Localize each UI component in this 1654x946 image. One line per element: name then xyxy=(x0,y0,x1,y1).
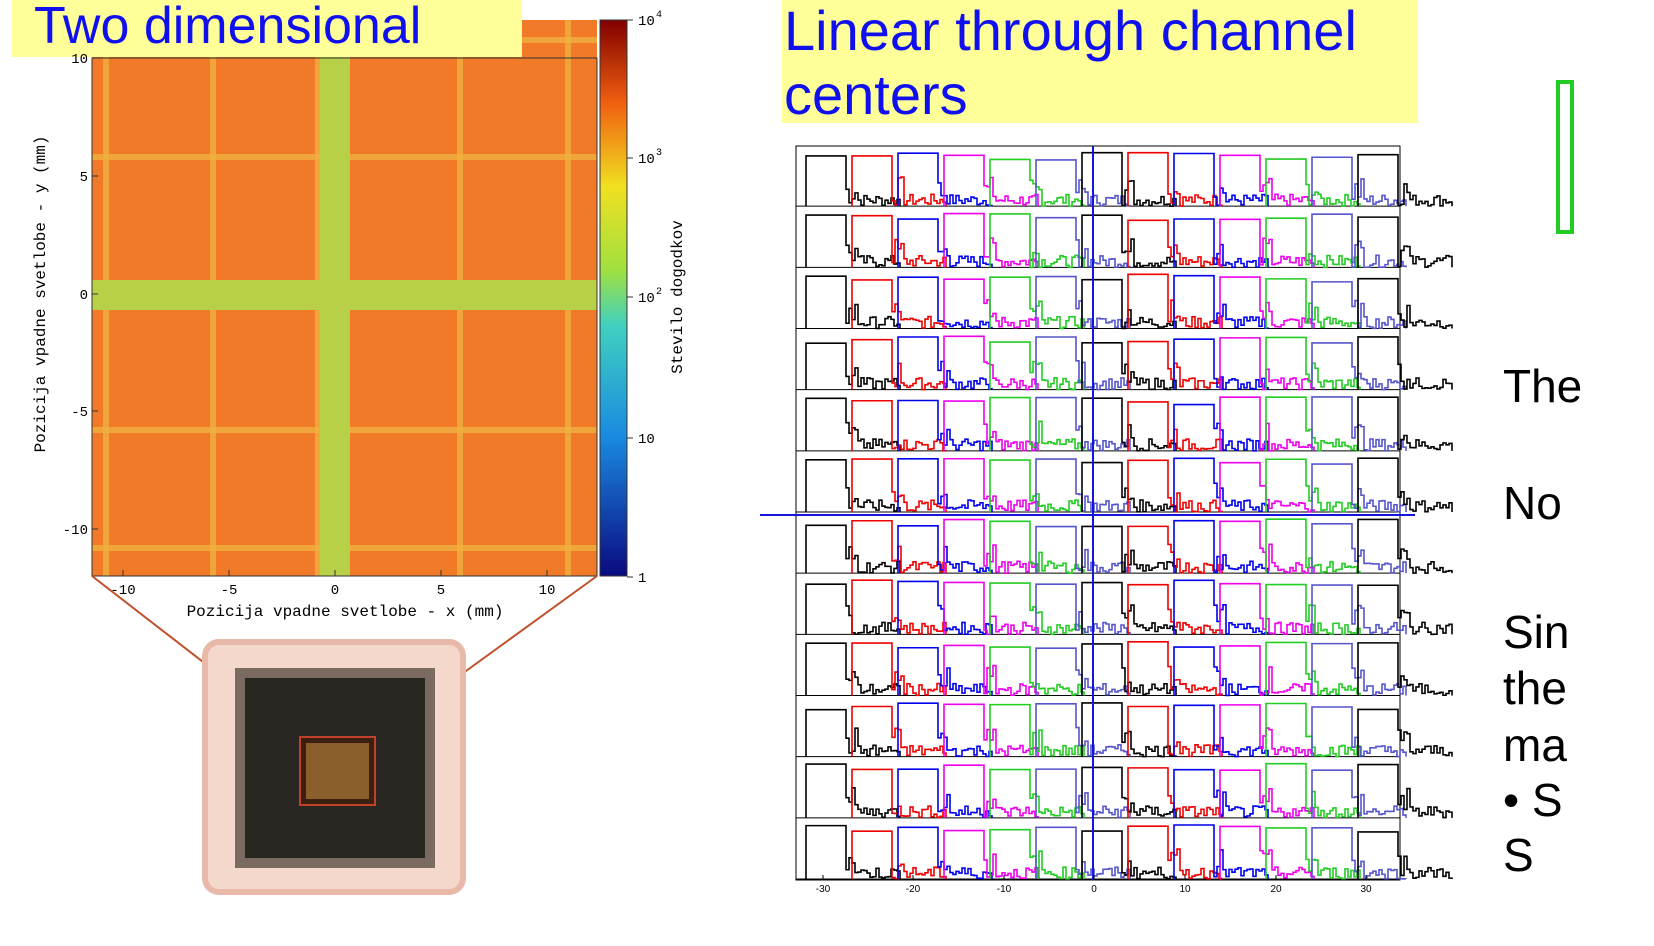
body-text: • S xyxy=(1503,774,1563,826)
green-box xyxy=(1556,80,1574,234)
histogram-trace xyxy=(1357,642,1453,697)
heading-box xyxy=(12,0,522,57)
x-tick-label: 10 xyxy=(1179,884,1191,895)
colorbar-tick-label: 10 xyxy=(638,432,655,448)
histogram-grid xyxy=(795,145,1453,881)
colorbar xyxy=(599,19,628,577)
y-tick-label: 10 xyxy=(71,52,88,68)
x-tick-label: -10 xyxy=(997,884,1012,895)
body-text: ma xyxy=(1503,719,1567,771)
histogram-trace xyxy=(1357,336,1453,390)
x-tick-label: -30 xyxy=(816,884,831,895)
x-tick-label: 5 xyxy=(437,583,445,599)
body-text: The xyxy=(1503,360,1582,412)
body-text: No xyxy=(1503,477,1562,529)
colorbar-tick-label: 10 xyxy=(638,14,655,30)
x-tick-label: -10 xyxy=(110,583,135,599)
heatmap xyxy=(91,20,598,577)
body-text: the xyxy=(1503,662,1567,714)
histogram-trace xyxy=(1357,396,1453,451)
x-axis-label: Pozicija vpadne svetlobe - x (mm) xyxy=(187,603,504,621)
x-tick-label: 30 xyxy=(1360,884,1372,895)
y-axis-label: Pozicija vpadne svetlobe - y (mm) xyxy=(32,136,50,453)
histogram-trace xyxy=(1357,763,1453,819)
x-tick-label: 20 xyxy=(1270,884,1282,895)
y-tick-label: 5 xyxy=(80,170,88,186)
histogram-trace xyxy=(1357,518,1453,574)
body-text: S xyxy=(1503,829,1534,881)
x-tick-label: 0 xyxy=(331,583,339,599)
frame xyxy=(91,57,598,577)
detector-photo xyxy=(91,575,598,895)
band xyxy=(92,280,597,310)
histogram-trace xyxy=(1357,584,1453,636)
colorbar-tick-exp: 3 xyxy=(656,148,662,159)
heading: Two dimensional xyxy=(34,0,421,55)
x-tick-label: 10 xyxy=(539,583,556,599)
histogram-trace xyxy=(1357,708,1453,757)
colorbar-label: Stevilo dogodkov xyxy=(669,220,687,374)
y-tick-label: -10 xyxy=(63,523,88,539)
heading: centers xyxy=(784,63,968,126)
heading-box xyxy=(782,0,1418,123)
colorbar-tick-label: 10 xyxy=(638,291,655,307)
colorbar-tick-exp: 4 xyxy=(656,10,662,21)
x-tick-label: -20 xyxy=(906,884,921,895)
x-tick-label: 0 xyxy=(1091,884,1097,895)
histogram-trace xyxy=(1357,216,1453,268)
colorbar-tick-label: 10 xyxy=(638,152,655,168)
colorbar-tick-exp: 2 xyxy=(656,287,662,298)
y-tick-label: 0 xyxy=(80,288,88,304)
heading: Linear through channel xyxy=(784,0,1357,62)
body-text: Sin xyxy=(1503,606,1569,658)
histogram-trace xyxy=(1357,153,1453,207)
histogram-trace xyxy=(1357,457,1453,513)
histogram-trace xyxy=(1357,831,1453,879)
y-tick-label: -5 xyxy=(71,405,88,421)
histogram-trace xyxy=(1357,277,1453,329)
x-tick-label: -5 xyxy=(221,583,238,599)
colorbar-tick-label: 1 xyxy=(638,571,646,587)
